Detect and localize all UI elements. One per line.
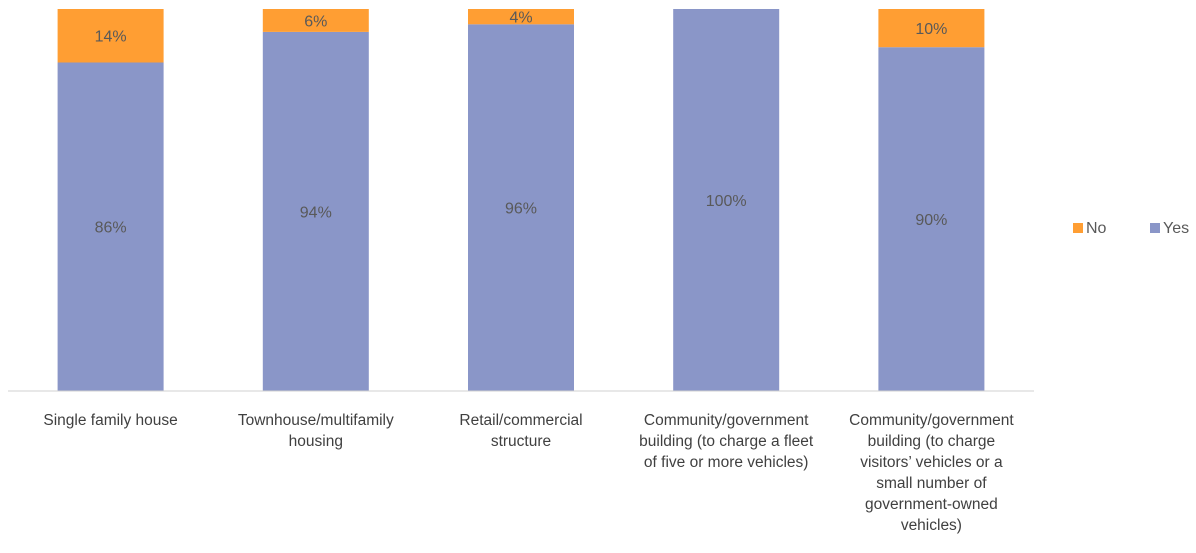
bar-segment-yes-4 [878, 47, 985, 391]
bar-segment-yes-1 [262, 31, 369, 392]
category-labels: Single family house Townhouse/multifamily… [43, 412, 1014, 534]
data-label-no-1: 6% [304, 14, 327, 31]
category-label-4: Community/government building (to charge v… [849, 412, 1014, 534]
legend-swatch-no [1073, 223, 1083, 233]
bars-group: 86% 14% 94% 6% 96% 4% 100% 90% 10% [57, 9, 985, 392]
data-label-yes-4: 90% [915, 212, 947, 229]
data-label-yes-1: 94% [300, 205, 332, 222]
data-label-yes-3: 100% [706, 193, 747, 210]
data-label-no-0: 14% [95, 29, 127, 46]
bar-segment-yes-3 [673, 9, 780, 391]
bar-segment-no-0 [57, 9, 164, 63]
category-label-3: Community/government building (to charge … [639, 412, 814, 471]
legend-swatch-yes [1150, 223, 1160, 233]
category-label-2: Retail/commercial structure [459, 412, 582, 450]
category-label-1: Townhouse/multifamily housing [238, 412, 394, 450]
data-label-yes-2: 96% [505, 201, 537, 218]
bar-segment-no-4 [878, 9, 985, 48]
legend-label-yes: Yes [1163, 220, 1189, 237]
legend: No Yes [1073, 220, 1189, 237]
bar-segment-no-2 [468, 9, 574, 25]
category-label-0: Single family house [43, 412, 177, 429]
bar-segment-no-1 [262, 9, 369, 32]
data-label-no-4: 10% [915, 21, 947, 38]
bar-segment-yes-0 [57, 62, 164, 391]
data-label-no-2: 4% [509, 10, 532, 27]
bar-segment-yes-2 [468, 24, 574, 392]
legend-label-no: No [1086, 220, 1107, 237]
data-label-yes-0: 86% [95, 220, 127, 237]
